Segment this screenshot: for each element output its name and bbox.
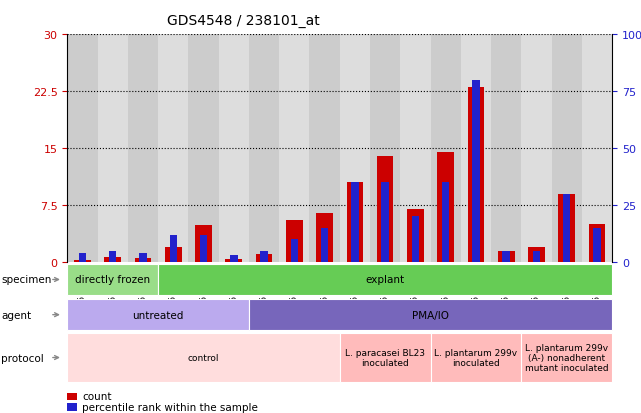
Text: specimen: specimen <box>1 275 52 285</box>
Bar <box>316 213 333 262</box>
Bar <box>472 81 479 262</box>
Bar <box>563 194 570 262</box>
Bar <box>381 183 389 262</box>
Bar <box>158 35 188 262</box>
Bar <box>461 35 491 262</box>
Text: untreated: untreated <box>133 310 184 320</box>
Text: L. plantarum 299v
(A-) nonadherent
mutant inoculated: L. plantarum 299v (A-) nonadherent mutan… <box>525 343 608 373</box>
Text: L. plantarum 299v
inoculated: L. plantarum 299v inoculated <box>435 348 517 367</box>
Bar <box>290 240 298 262</box>
Bar <box>407 209 424 262</box>
Text: count: count <box>82 392 112 401</box>
Text: L. paracasei BL23
inoculated: L. paracasei BL23 inoculated <box>345 348 425 367</box>
Bar <box>67 35 97 262</box>
Bar <box>340 35 370 262</box>
Bar <box>310 35 340 262</box>
Bar <box>139 253 147 262</box>
Text: explant: explant <box>365 275 404 285</box>
Bar <box>468 88 484 262</box>
Bar <box>588 224 605 262</box>
Bar <box>135 259 151 262</box>
Bar <box>552 35 582 262</box>
Bar <box>351 183 358 262</box>
Bar <box>370 35 400 262</box>
Bar <box>109 251 117 262</box>
Bar <box>377 156 394 262</box>
Bar <box>200 235 207 262</box>
Bar <box>400 35 431 262</box>
Bar <box>437 152 454 262</box>
Bar <box>97 35 128 262</box>
Bar <box>79 253 86 262</box>
Text: agent: agent <box>1 310 31 320</box>
Bar <box>196 226 212 262</box>
Bar <box>188 35 219 262</box>
Bar <box>528 247 545 262</box>
Bar <box>558 194 575 262</box>
Text: control: control <box>188 353 219 362</box>
Bar <box>279 35 310 262</box>
Text: GDS4548 / 238101_at: GDS4548 / 238101_at <box>167 14 320 28</box>
Bar <box>74 260 91 262</box>
Bar <box>219 35 249 262</box>
Bar <box>521 35 552 262</box>
Bar <box>503 251 510 262</box>
Bar <box>256 255 272 262</box>
Bar <box>104 257 121 262</box>
Bar <box>582 35 612 262</box>
Bar <box>431 35 461 262</box>
Bar <box>498 251 515 262</box>
Text: PMA/IO: PMA/IO <box>412 310 449 320</box>
Bar <box>347 183 363 262</box>
Bar <box>128 35 158 262</box>
Bar <box>594 228 601 262</box>
Bar <box>165 247 181 262</box>
Bar <box>442 183 449 262</box>
Bar <box>286 221 303 262</box>
Bar <box>533 251 540 262</box>
Bar <box>491 35 521 262</box>
Bar <box>321 228 328 262</box>
Bar <box>412 217 419 262</box>
Text: directly frozen: directly frozen <box>75 275 150 285</box>
Text: protocol: protocol <box>1 353 44 363</box>
Text: percentile rank within the sample: percentile rank within the sample <box>82 402 258 412</box>
Bar <box>260 251 268 262</box>
Bar <box>226 259 242 262</box>
Bar <box>169 235 177 262</box>
Bar <box>230 255 238 262</box>
Bar <box>249 35 279 262</box>
